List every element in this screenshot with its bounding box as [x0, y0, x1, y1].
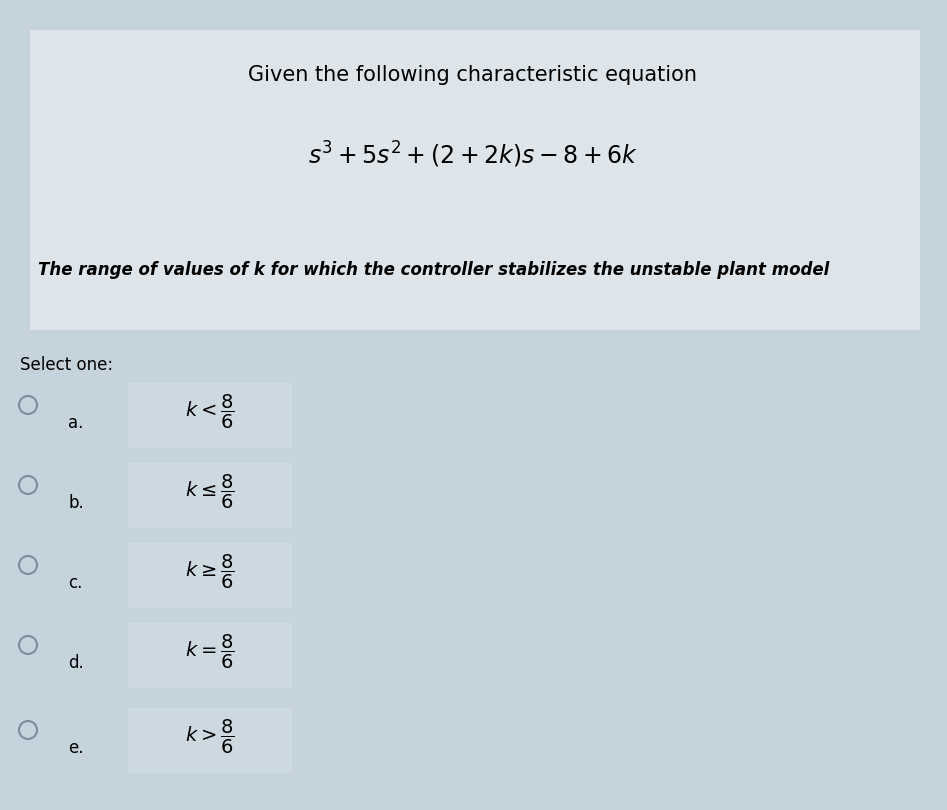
Text: $k = \dfrac{8}{6}$: $k = \dfrac{8}{6}$	[186, 633, 235, 671]
FancyBboxPatch shape	[128, 543, 292, 608]
Text: The range of values of k for which the controller stabilizes the unstable plant : The range of values of k for which the c…	[38, 261, 830, 279]
Text: $k \leq \dfrac{8}{6}$: $k \leq \dfrac{8}{6}$	[186, 473, 235, 511]
Text: $k > \dfrac{8}{6}$: $k > \dfrac{8}{6}$	[186, 718, 235, 756]
Text: Select one:: Select one:	[20, 356, 113, 374]
Text: d.: d.	[68, 654, 83, 672]
FancyBboxPatch shape	[128, 382, 292, 447]
Text: b.: b.	[68, 494, 83, 512]
Text: $k \geq \dfrac{8}{6}$: $k \geq \dfrac{8}{6}$	[186, 553, 235, 591]
Text: e.: e.	[68, 739, 83, 757]
Text: c.: c.	[68, 574, 82, 592]
Text: $k < \dfrac{8}{6}$: $k < \dfrac{8}{6}$	[186, 393, 235, 431]
Text: Given the following characteristic equation: Given the following characteristic equat…	[248, 65, 698, 85]
Text: $s^3 + 5s^2 + (2 + 2k)s - 8 + 6k$: $s^3 + 5s^2 + (2 + 2k)s - 8 + 6k$	[308, 140, 638, 170]
Text: a.: a.	[68, 414, 83, 432]
FancyBboxPatch shape	[128, 623, 292, 688]
FancyBboxPatch shape	[30, 30, 920, 330]
FancyBboxPatch shape	[128, 707, 292, 773]
FancyBboxPatch shape	[128, 463, 292, 527]
